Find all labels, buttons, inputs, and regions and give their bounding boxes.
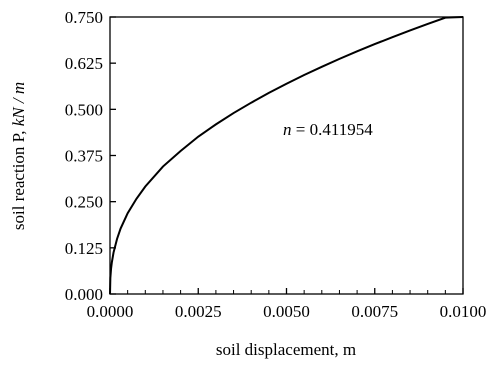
- annotation-value: = 0.411954: [292, 120, 374, 139]
- x-tick-labels: 0.0000 0.0025 0.0050 0.0075 0.0100: [87, 302, 487, 321]
- y-ticks: [110, 16, 116, 295]
- x-tick-label: 0.0100: [440, 302, 487, 321]
- y-tick-label: 0.500: [65, 100, 103, 119]
- y-tick-label: 0.375: [65, 147, 103, 166]
- y-tick-label: 0.125: [65, 239, 103, 258]
- x-ticks: [109, 288, 464, 294]
- y-axis-title: soil reaction P, kN / m: [9, 82, 28, 230]
- x-axis-title: soil displacement, m: [216, 340, 356, 359]
- plot-frame: [109, 16, 464, 295]
- x-tick-label: 0.0075: [351, 302, 398, 321]
- y-tick-label: 0.000: [65, 285, 103, 304]
- x-tick-label: 0.0050: [263, 302, 310, 321]
- annotation: n = 0.411954: [283, 120, 373, 139]
- y-axis-title-prefix: soil reaction P,: [9, 126, 28, 230]
- y-axis-title-unit: kN / m: [9, 82, 28, 126]
- annotation-var: n: [283, 120, 292, 139]
- y-tick-label: 0.250: [65, 193, 103, 212]
- series-line: [109, 16, 464, 295]
- x-tick-label: 0.0000: [87, 302, 134, 321]
- x-tick-label: 0.0025: [175, 302, 222, 321]
- y-tick-labels: 0.000 0.125 0.250 0.375 0.500 0.625 0.750: [65, 8, 103, 304]
- y-tick-label: 0.750: [65, 8, 103, 27]
- y-tick-label: 0.625: [65, 54, 103, 73]
